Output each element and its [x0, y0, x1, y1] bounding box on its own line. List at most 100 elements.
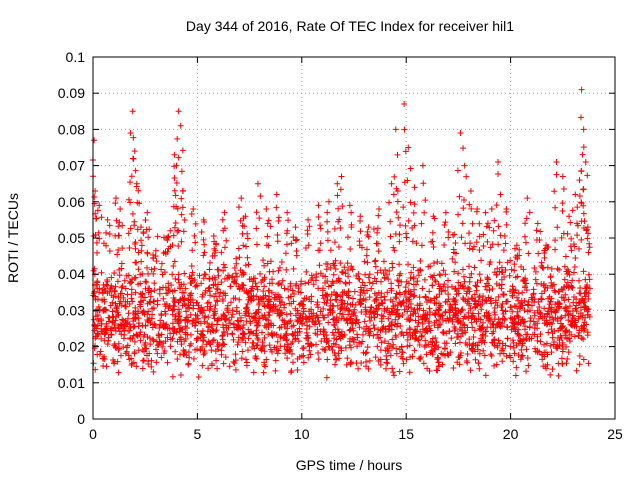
data-point	[357, 228, 364, 235]
data-point	[135, 266, 142, 273]
data-point	[459, 266, 466, 273]
data-point	[183, 325, 190, 332]
data-point	[422, 294, 429, 301]
data-point	[462, 240, 469, 247]
data-point	[377, 361, 384, 368]
data-point	[332, 352, 339, 359]
data-point	[153, 258, 160, 265]
data-point	[109, 299, 116, 306]
data-point	[536, 348, 543, 355]
data-point-peak	[401, 101, 408, 108]
data-point	[408, 269, 415, 276]
data-point-peak	[167, 227, 174, 234]
data-point	[474, 342, 481, 349]
data-point	[187, 292, 194, 299]
data-point	[275, 267, 282, 274]
data-point	[188, 262, 195, 269]
data-point	[388, 287, 395, 294]
data-point	[564, 279, 571, 286]
data-point	[466, 336, 473, 343]
data-point	[315, 304, 322, 311]
data-point	[387, 352, 394, 359]
data-point	[270, 322, 277, 329]
data-point	[496, 259, 503, 266]
data-point	[200, 351, 207, 358]
data-point	[237, 217, 244, 224]
data-point	[255, 315, 262, 322]
data-point	[481, 352, 488, 359]
data-point	[425, 320, 432, 327]
data-point-peak	[488, 206, 495, 213]
data-point	[232, 351, 239, 358]
data-point	[132, 289, 139, 296]
data-point	[415, 272, 422, 279]
data-point	[274, 350, 281, 357]
data-point	[128, 291, 135, 298]
data-point	[331, 262, 338, 269]
data-point	[125, 310, 132, 317]
data-point	[114, 278, 121, 285]
data-point	[115, 369, 122, 376]
data-point-peak	[104, 216, 111, 223]
data-point	[181, 295, 188, 302]
data-point	[378, 339, 385, 346]
data-point	[188, 211, 195, 218]
data-point	[237, 314, 244, 321]
data-point	[162, 310, 169, 317]
data-point	[479, 337, 486, 344]
data-point	[256, 215, 263, 222]
data-point	[580, 202, 587, 209]
data-point	[220, 360, 227, 367]
data-point	[146, 226, 153, 233]
data-point	[138, 247, 145, 254]
data-point	[374, 225, 381, 232]
data-point	[133, 363, 140, 370]
data-point	[478, 306, 485, 313]
data-point	[380, 323, 387, 330]
data-point	[391, 247, 398, 254]
data-point	[174, 135, 181, 142]
data-point	[471, 348, 478, 355]
data-point	[561, 276, 568, 283]
data-point	[535, 250, 542, 257]
data-point	[446, 314, 453, 321]
data-point	[546, 293, 553, 300]
data-point	[388, 280, 395, 287]
data-point	[245, 261, 252, 268]
data-point	[198, 229, 205, 236]
data-point	[216, 293, 223, 300]
data-point	[254, 286, 261, 293]
data-point-peak	[190, 206, 197, 213]
data-point	[574, 232, 581, 239]
data-point	[586, 244, 593, 251]
data-point	[584, 329, 591, 336]
data-point	[238, 355, 245, 362]
data-point	[574, 222, 581, 229]
data-point	[331, 335, 338, 342]
data-point	[523, 346, 530, 353]
data-point	[442, 298, 449, 305]
data-point	[167, 343, 174, 350]
data-point	[172, 192, 179, 199]
data-point	[542, 245, 549, 252]
data-point	[389, 264, 396, 271]
data-point	[154, 233, 161, 240]
data-point	[265, 217, 272, 224]
data-point	[151, 287, 158, 294]
data-point	[396, 231, 403, 238]
data-point	[130, 155, 137, 162]
data-point	[108, 331, 115, 338]
data-point	[294, 355, 301, 362]
data-point	[495, 223, 502, 230]
data-point	[404, 177, 411, 184]
data-point	[319, 346, 326, 353]
data-point	[206, 307, 213, 314]
data-point	[139, 357, 146, 364]
data-point	[160, 284, 167, 291]
data-point	[288, 300, 295, 307]
data-point	[165, 233, 172, 240]
data-point	[149, 311, 156, 318]
data-point	[313, 341, 320, 348]
data-point	[134, 310, 141, 317]
data-point	[118, 290, 125, 297]
